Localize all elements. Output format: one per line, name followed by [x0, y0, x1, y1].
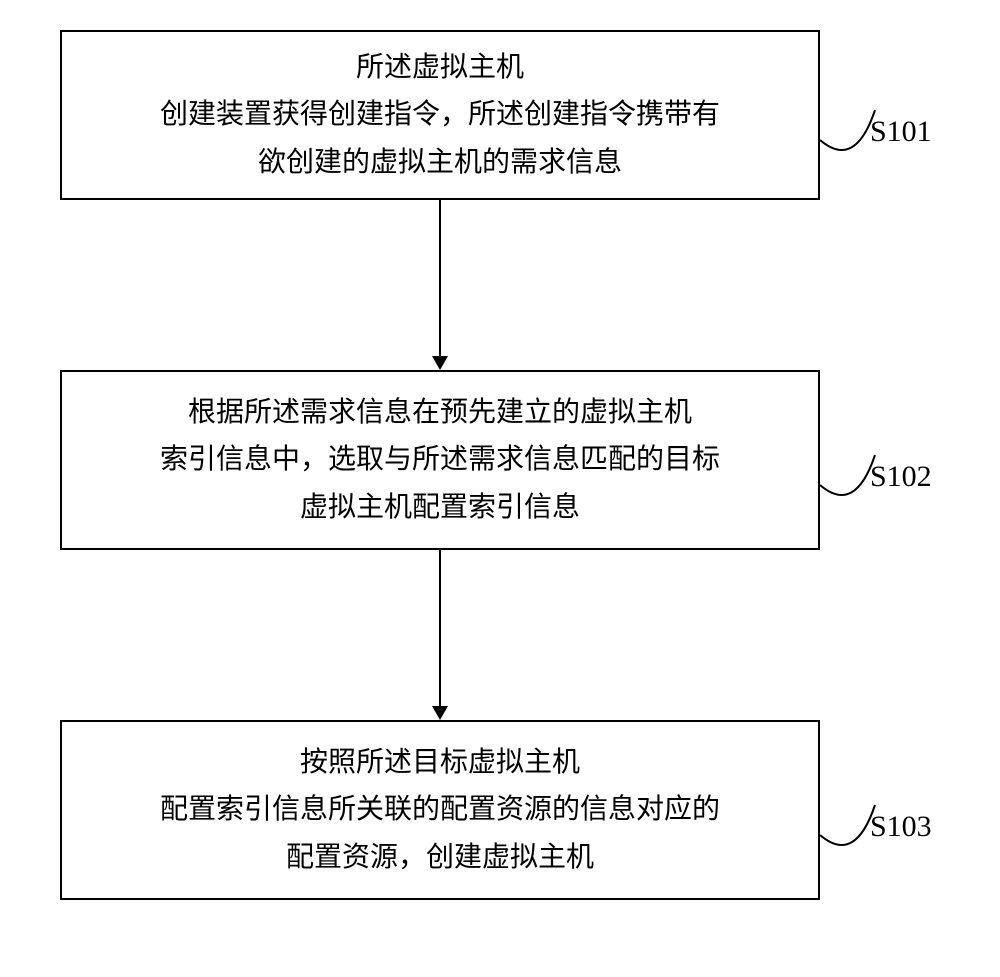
flowchart-node-s101: 所述虚拟主机 创建装置获得创建指令，所述创建指令携带有 欲创建的虚拟主机的需求信… [60, 30, 820, 200]
arrow-line-1 [439, 200, 441, 356]
node-text: 根据所述需求信息在预先建立的虚拟主机 索引信息中，选取与所述需求信息匹配的目标 … [160, 389, 720, 532]
node-text: 所述虚拟主机 创建装置获得创建指令，所述创建指令携带有 欲创建的虚拟主机的需求信… [160, 44, 720, 187]
node-text: 按照所述目标虚拟主机 配置索引信息所关联的配置资源的信息对应的 配置资源，创建虚… [160, 739, 720, 882]
arrow-head-2 [432, 706, 448, 720]
flowchart-node-s102: 根据所述需求信息在预先建立的虚拟主机 索引信息中，选取与所述需求信息匹配的目标 … [60, 370, 820, 550]
step-label-s103: S103 [870, 810, 932, 844]
arrow-head-1 [432, 356, 448, 370]
step-label-s101: S101 [870, 115, 932, 149]
flowchart-node-s103: 按照所述目标虚拟主机 配置索引信息所关联的配置资源的信息对应的 配置资源，创建虚… [60, 720, 820, 900]
arrow-line-2 [439, 550, 441, 706]
flowchart-canvas: 所述虚拟主机 创建装置获得创建指令，所述创建指令携带有 欲创建的虚拟主机的需求信… [0, 0, 1000, 977]
step-label-s102: S102 [870, 460, 932, 494]
